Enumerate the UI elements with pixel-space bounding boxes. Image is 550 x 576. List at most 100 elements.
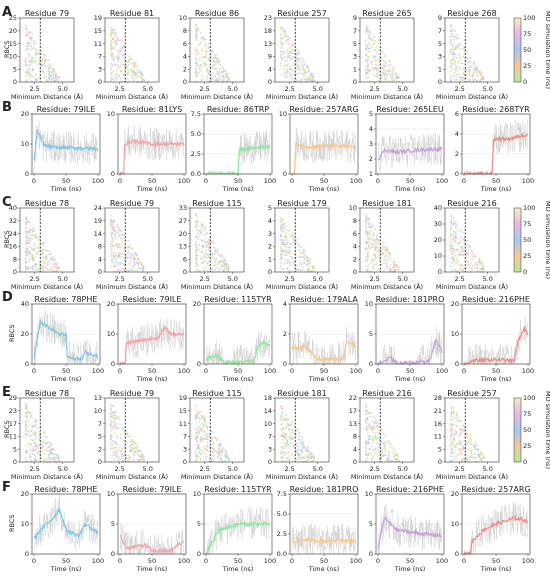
scatter-point	[110, 234, 112, 237]
axes-frame	[19, 207, 75, 273]
scatter-point	[468, 72, 471, 75]
x-tick-label: 50	[406, 177, 414, 185]
scatter-point	[111, 237, 114, 239]
scatter-point	[32, 75, 34, 78]
scatter-point	[43, 57, 45, 60]
scatter-point	[33, 76, 36, 79]
scatter-point	[287, 451, 290, 454]
scatter-point	[28, 60, 31, 63]
scatter-point	[309, 262, 311, 265]
scatter-point	[117, 74, 120, 77]
scatter-point	[122, 439, 125, 441]
scatter-point	[375, 75, 378, 78]
scatter-point	[45, 448, 47, 451]
axes-frame	[359, 207, 415, 273]
scatter-point	[27, 266, 29, 269]
scatter-point	[372, 42, 375, 45]
scatter-point	[28, 235, 30, 238]
y-tick-label: 3	[353, 53, 357, 61]
scatter-point	[141, 264, 143, 267]
scatter-point	[207, 246, 210, 249]
scatter-point	[210, 66, 213, 68]
scatter-point	[479, 458, 482, 460]
scatter-point	[466, 50, 469, 53]
scatter-point	[302, 261, 305, 264]
scatter-point	[110, 68, 113, 71]
y-tick-label: 0	[268, 458, 272, 466]
scatter-point	[366, 59, 369, 62]
scatter-point	[385, 62, 388, 65]
scatter-point	[114, 416, 117, 418]
scatter-point	[368, 222, 370, 225]
x-tick-label: 2.5	[29, 465, 39, 473]
scatter-point	[386, 449, 388, 451]
scatter-point	[291, 78, 294, 81]
scatter-point	[283, 447, 285, 450]
scatter-point	[111, 259, 114, 262]
scatter-point	[38, 77, 40, 79]
scatter-point	[119, 433, 122, 436]
scatter-point	[123, 44, 125, 47]
scatter-point	[120, 237, 122, 240]
scatter-point	[115, 425, 118, 428]
scatter-point	[291, 257, 294, 260]
scatter-point	[130, 452, 133, 455]
scatter-point	[219, 460, 222, 462]
scatter-point	[128, 262, 131, 265]
scatter-point	[131, 440, 134, 443]
scatter-point	[121, 459, 124, 462]
scatter-point	[453, 28, 456, 31]
scatter-point	[129, 68, 131, 71]
scatter-point	[453, 78, 456, 81]
scatter-point	[296, 458, 299, 461]
scatter-point	[110, 27, 113, 29]
scatter-point	[367, 265, 369, 268]
scatter-point	[113, 79, 116, 82]
scatter-point	[398, 456, 400, 458]
scatter-point	[374, 454, 377, 457]
scatter-point	[374, 228, 377, 231]
scatter-point	[115, 254, 118, 257]
scatter-point	[389, 449, 392, 452]
scatter-point	[52, 269, 54, 271]
scatter-point	[24, 421, 27, 424]
scatter-point	[27, 241, 30, 244]
scatter-point	[302, 445, 305, 448]
scatter-point	[28, 228, 31, 231]
scatter-point	[33, 247, 35, 250]
scatter-point	[212, 67, 215, 70]
subplot-title: Residue: 216PHE	[462, 295, 530, 304]
axes-frame	[444, 17, 500, 83]
scatter-point	[450, 252, 453, 255]
scatter-point	[366, 258, 369, 261]
scatter-point	[298, 60, 301, 62]
subplot-title: Residue 81	[110, 9, 154, 18]
scatter-point	[284, 420, 287, 422]
scatter-point	[474, 456, 477, 459]
scatter-point	[282, 436, 284, 439]
scatter-point	[220, 260, 222, 263]
scatter-point	[284, 244, 287, 247]
subplot-title: Residue 216	[362, 389, 411, 398]
scatter-point	[123, 80, 126, 83]
scatter-point	[364, 421, 367, 423]
scatter-point	[143, 80, 146, 82]
scatter-point	[366, 418, 369, 421]
scatter-point	[377, 268, 380, 271]
y-tick-label: 4	[183, 53, 187, 61]
scatter-point	[205, 54, 208, 56]
scatter-point	[463, 432, 465, 435]
scatter-point	[370, 61, 372, 64]
scatter-point	[141, 78, 144, 81]
scatter-point	[25, 245, 27, 247]
x-axis-label: Minimum Distance (Å)	[351, 92, 423, 101]
scatter-point	[285, 433, 288, 435]
colorbar-tick-label: 25	[523, 252, 531, 260]
scatter-point	[375, 246, 378, 249]
x-tick-label: 0	[462, 177, 466, 185]
scatter-point	[284, 248, 287, 251]
scatter-point	[462, 269, 465, 272]
scatter-point	[455, 248, 458, 251]
